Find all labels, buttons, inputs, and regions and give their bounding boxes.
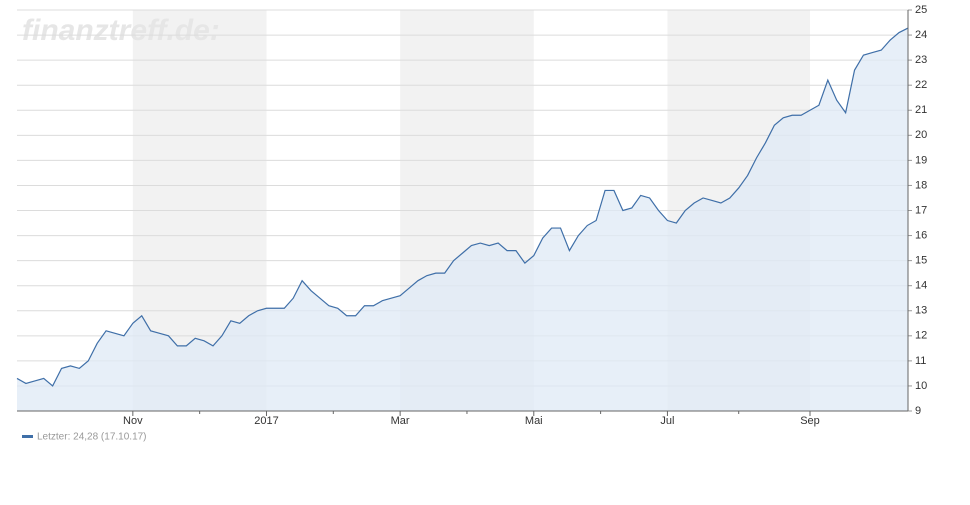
- y-tick-label: 11: [915, 355, 926, 367]
- y-tick-label: 14: [915, 280, 927, 292]
- y-tick-label: 25: [915, 4, 927, 16]
- y-tick-label: 23: [915, 54, 927, 66]
- y-tick-label: 17: [915, 204, 927, 216]
- y-tick-label: 9: [915, 405, 921, 417]
- line: [16, 27, 909, 387]
- x-tick-label: Mai: [525, 415, 543, 427]
- x-tick-label: Jul: [660, 415, 674, 427]
- y-tick-label: 18: [915, 179, 927, 191]
- y-tick-label: 12: [915, 330, 927, 342]
- x-tick-label: Mar: [391, 415, 410, 427]
- y-tick-label: 10: [915, 380, 927, 392]
- y-tick-label: 22: [915, 79, 927, 91]
- y-tick-label: 13: [915, 305, 927, 317]
- y-tick-label: 20: [915, 129, 927, 141]
- legend-label: Letzter: 24,28 (17.10.17): [37, 432, 147, 443]
- y-tick-label: 24: [915, 29, 927, 41]
- x-tick-label: Nov: [123, 415, 143, 427]
- watermark: finanztreff.de:: [22, 14, 220, 47]
- x-tick-label: Sep: [800, 415, 820, 427]
- y-tick-label: 21: [915, 104, 927, 116]
- area: [17, 28, 908, 411]
- y-tick-label: 19: [915, 154, 927, 166]
- x-tick-label: 2017: [254, 415, 278, 427]
- y-tick-label: 15: [915, 255, 927, 267]
- y-tick-label: 16: [915, 229, 927, 241]
- legend-swatch: [22, 435, 33, 438]
